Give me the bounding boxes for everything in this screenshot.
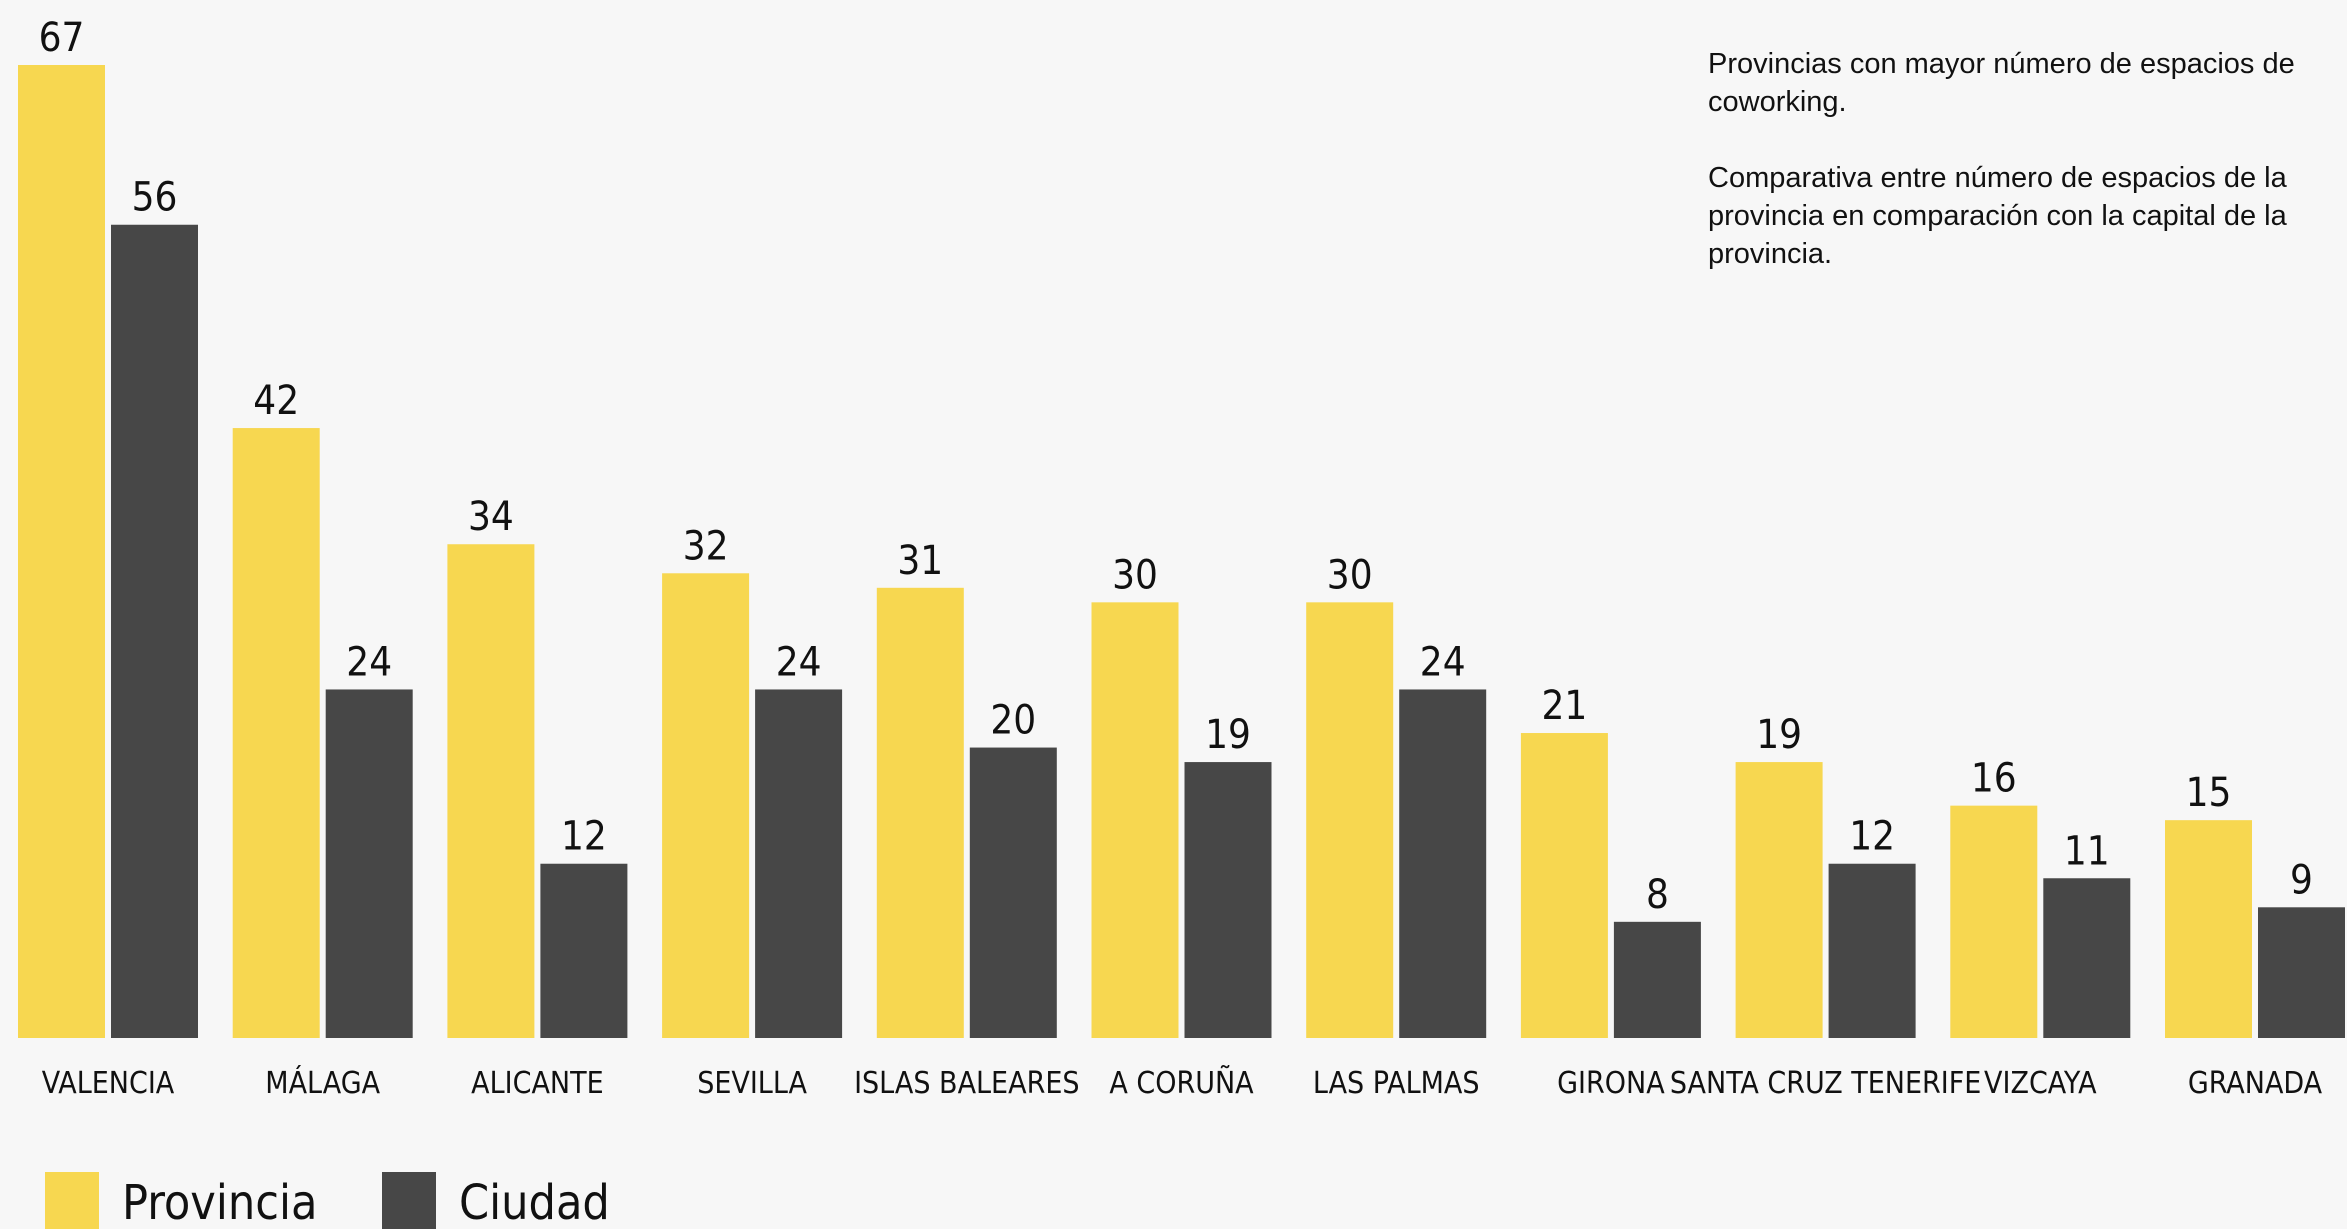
bar-provincia <box>1306 602 1394 1038</box>
value-label-ciudad: 56 <box>132 175 178 221</box>
bar-provincia <box>662 573 750 1038</box>
category-label: LAS PALMAS <box>1313 1066 1480 1101</box>
bar-provincia <box>1091 602 1179 1038</box>
category-label: SANTA CRUZ TENERIFE <box>1670 1066 1981 1101</box>
value-label-provincia: 16 <box>1971 756 2017 802</box>
bar-provincia <box>232 428 320 1038</box>
value-label-provincia: 34 <box>468 494 514 540</box>
bar-ciudad <box>2258 907 2345 1038</box>
bar-ciudad <box>755 689 843 1038</box>
bar-provincia <box>1735 762 1823 1038</box>
value-label-ciudad: 8 <box>1646 872 1669 918</box>
value-label-ciudad: 19 <box>1205 712 1251 758</box>
legend-label-ciudad: Ciudad <box>459 1175 610 1229</box>
bar-ciudad <box>325 689 413 1038</box>
value-label-provincia: 30 <box>1112 552 1158 598</box>
bar-ciudad <box>1184 762 1272 1038</box>
bar-ciudad <box>111 224 198 1038</box>
value-label-provincia: 21 <box>1542 683 1588 729</box>
value-label-ciudad: 9 <box>2290 857 2313 903</box>
bar-provincia <box>447 544 535 1038</box>
value-label-provincia: 32 <box>683 523 729 569</box>
bar-ciudad <box>2043 878 2131 1038</box>
value-label-provincia: 19 <box>1756 712 1802 758</box>
bar-ciudad <box>969 747 1057 1038</box>
legend-swatch-provincia <box>45 1172 99 1229</box>
description-line-1: Provincias con mayor número de espacios … <box>1708 48 2295 118</box>
bar-ciudad <box>540 863 628 1038</box>
category-label: GIRONA <box>1557 1066 1665 1101</box>
category-label: VIZCAYA <box>1984 1066 2097 1101</box>
bar-ciudad <box>1828 863 1916 1038</box>
value-label-provincia: 31 <box>897 538 943 584</box>
value-label-provincia: 67 <box>39 15 85 61</box>
value-label-ciudad: 24 <box>346 639 392 685</box>
category-label: MÁLAGA <box>265 1065 380 1101</box>
bar-ciudad <box>1399 689 1487 1038</box>
legend-label-provincia: Provincia <box>122 1175 317 1229</box>
bar-provincia <box>18 65 105 1038</box>
bar-provincia <box>876 587 964 1038</box>
value-label-ciudad: 24 <box>1420 639 1466 685</box>
value-label-ciudad: 24 <box>776 639 822 685</box>
value-label-provincia: 30 <box>1327 552 1373 598</box>
value-label-ciudad: 12 <box>1849 814 1895 860</box>
bar-provincia <box>1520 733 1608 1038</box>
category-label: A CORUÑA <box>1109 1065 1254 1101</box>
value-label-provincia: 15 <box>2186 770 2232 816</box>
description-line-2: Comparativa entre número de espacios de … <box>1708 162 2287 270</box>
chart-description: Provincias con mayor número de espacios … <box>1708 45 2328 311</box>
value-label-provincia: 42 <box>253 378 299 424</box>
legend-swatch-ciudad <box>382 1172 436 1229</box>
category-label: VALENCIA <box>42 1066 175 1101</box>
value-label-ciudad: 11 <box>2064 828 2110 874</box>
bar-provincia <box>1950 805 2038 1038</box>
bar-provincia <box>2165 820 2252 1038</box>
value-label-ciudad: 20 <box>990 698 1036 744</box>
category-label: ISLAS BALEARES <box>854 1066 1079 1101</box>
bar-ciudad <box>1613 921 1701 1038</box>
category-label: ALICANTE <box>471 1066 603 1101</box>
category-label: SEVILLA <box>697 1066 807 1101</box>
value-label-ciudad: 12 <box>561 814 607 860</box>
category-label: GRANADA <box>2188 1066 2323 1101</box>
